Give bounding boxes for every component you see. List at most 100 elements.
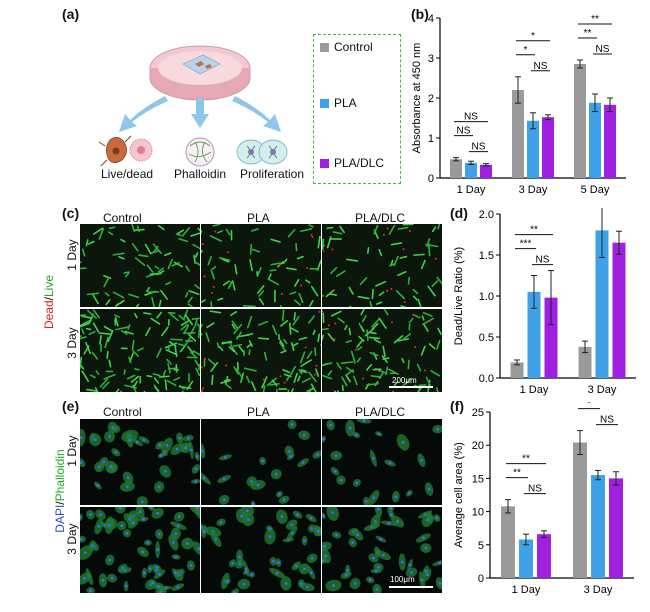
row-label-c-3day: 3 Day (65, 327, 79, 359)
panel-label-e: (e) (62, 398, 80, 414)
significance-label: ** (591, 14, 599, 25)
nucleus (426, 518, 429, 522)
live-cell (165, 349, 178, 356)
nucleus (222, 498, 226, 502)
nucleus (223, 455, 227, 459)
dead-cell (212, 285, 215, 288)
nucleus (82, 577, 86, 580)
live-cell (397, 226, 409, 230)
live-cell (128, 293, 140, 299)
nucleus (355, 481, 359, 485)
nucleus (261, 459, 265, 463)
nucleus (389, 513, 393, 517)
live-cell (201, 323, 203, 329)
nucleus (109, 465, 113, 469)
nucleus (333, 469, 337, 473)
x-tick-label: 5 Day (581, 184, 610, 196)
dead-cell (318, 310, 321, 313)
nucleus (401, 440, 405, 444)
nucleus (303, 539, 306, 543)
legend-swatch-pladlc (320, 159, 329, 168)
nucleus (118, 507, 122, 510)
nucleus (83, 551, 87, 555)
nucleus (93, 438, 97, 442)
live-cell (218, 345, 224, 352)
live-cell (350, 350, 356, 364)
bar (609, 478, 623, 578)
nucleus (90, 544, 94, 547)
dead-cell (403, 301, 406, 304)
nucleus (165, 444, 169, 447)
live-cell (382, 357, 390, 360)
nucleus (356, 533, 360, 537)
live-cell (103, 278, 109, 288)
nucleus (197, 547, 200, 551)
live-cell (426, 238, 431, 248)
live-cell (86, 309, 97, 319)
live-cell (395, 290, 405, 300)
live-cell (248, 349, 251, 356)
live-cell (190, 232, 200, 237)
nucleus (388, 461, 392, 465)
live-cell (388, 368, 400, 375)
y-tick-label: 3 (428, 53, 434, 65)
micrograph-e-r0-c1 (201, 419, 321, 505)
nucleus (368, 578, 372, 582)
y-tick-label: 0 (428, 173, 434, 185)
live-cell (412, 288, 419, 295)
live-cell (293, 299, 301, 306)
live-cell (108, 359, 112, 368)
live-cell (99, 334, 102, 345)
nucleus (410, 570, 413, 574)
micrograph-grid-e (80, 419, 442, 593)
live-cell (209, 310, 222, 314)
live-cell (146, 264, 154, 273)
dead-cell (313, 373, 316, 376)
live-cell (353, 375, 358, 386)
scalebar-c (389, 386, 433, 388)
significance-label: NS (600, 415, 614, 426)
live-cell (144, 243, 152, 255)
live-cell (293, 372, 298, 383)
live-cell (359, 276, 368, 286)
dead-cell (311, 235, 314, 238)
significance-label: ** (513, 468, 521, 479)
live-cell (270, 262, 281, 266)
live-cell (315, 368, 320, 378)
y-tick-label: 0.0 (479, 373, 494, 385)
live-cell (114, 314, 120, 318)
live-cell (81, 315, 93, 319)
dead-cell (361, 377, 364, 380)
dead-cell (204, 357, 207, 360)
y-tick-label: 0.5 (479, 332, 494, 344)
significance-label: ** (522, 454, 530, 465)
nucleus (408, 563, 412, 567)
nucleus (245, 509, 249, 513)
dead-cell (331, 248, 334, 251)
proliferation-cell-icon (236, 139, 288, 165)
live-cell (344, 324, 348, 331)
live-cell (225, 375, 229, 385)
live-cell (180, 319, 191, 327)
significance-label: NS (464, 112, 478, 123)
nucleus (335, 533, 338, 537)
live-dead-cell-icon (98, 135, 153, 167)
live-cell (164, 252, 172, 257)
scalebar-e-label: 100μm (390, 575, 415, 584)
live-cell (206, 322, 215, 329)
actin-cell (136, 496, 148, 505)
nucleus (389, 507, 393, 510)
live-cell (222, 280, 230, 286)
dead-cell (382, 234, 385, 237)
live-cell (346, 258, 359, 262)
live-cell (356, 346, 363, 351)
nucleus (186, 436, 190, 440)
nucleus (219, 520, 223, 524)
live-cell (120, 238, 126, 243)
live-cell (103, 373, 116, 380)
bar (591, 475, 605, 578)
live-cell (326, 226, 334, 230)
live-cell (218, 257, 231, 261)
nucleus (163, 469, 167, 473)
nucleus (233, 591, 236, 593)
